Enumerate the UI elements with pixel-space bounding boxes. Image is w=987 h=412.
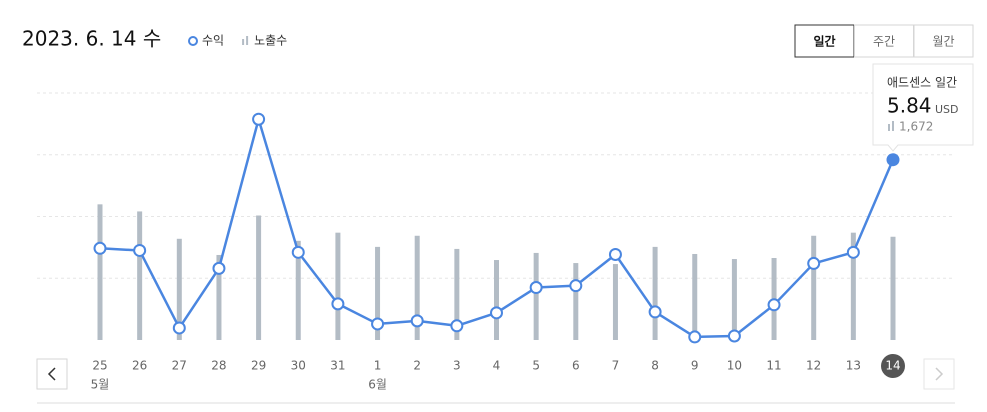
prev-button-box[interactable] — [36, 358, 68, 390]
prev-button[interactable] — [36, 358, 68, 390]
x-tick-label[interactable]: 31 — [330, 359, 345, 373]
x-tick-label[interactable]: 4 — [493, 359, 501, 373]
impressions-bar — [533, 252, 539, 340]
revenue-point — [212, 261, 226, 275]
x-tick-label[interactable]: 1 — [374, 359, 382, 373]
impressions-bar — [97, 204, 103, 340]
period-tabs: 일간 주간 월간 — [794, 24, 974, 58]
x-tick-label[interactable]: 11 — [766, 359, 781, 373]
tooltip-bar-icon — [892, 121, 894, 131]
prev-arrow[interactable] — [47, 367, 56, 381]
impressions-bar — [811, 235, 817, 340]
x-tick-label[interactable]: 7 — [612, 359, 620, 373]
legend: 수익 노출수 — [188, 34, 287, 48]
revenue-point — [886, 153, 900, 167]
next-button[interactable] — [923, 358, 955, 390]
x-tick-label[interactable]: 5 — [532, 359, 540, 373]
x-tick-label[interactable]: 12 — [806, 359, 821, 373]
x-tick-label[interactable]: 6 — [572, 359, 580, 373]
revenue-point — [846, 245, 860, 259]
impressions-bar — [295, 240, 301, 340]
x-tick-label[interactable]: 13 — [846, 359, 861, 373]
next-arrow[interactable] — [935, 367, 944, 381]
impressions-bar — [692, 253, 698, 340]
x-tick-label[interactable]: 28 — [211, 359, 226, 373]
impressions-bar — [573, 263, 579, 340]
tab-label[interactable]: 주간 — [873, 35, 895, 49]
impressions-bar — [176, 238, 182, 340]
tab-button[interactable] — [854, 24, 914, 58]
revenue-point — [648, 305, 662, 319]
month-label: 6월 — [368, 378, 387, 392]
revenue-point — [371, 317, 385, 331]
legend-label: 노출수 — [254, 34, 287, 48]
next-button-box[interactable] — [923, 358, 955, 390]
impressions-bar — [375, 246, 381, 340]
x-tick-label[interactable]: 30 — [291, 359, 306, 373]
impressions-bar — [494, 260, 499, 340]
tooltip-impressions: 1,672 — [899, 120, 933, 134]
x-tick-label[interactable]: 3 — [453, 359, 461, 373]
tab-button[interactable] — [913, 24, 974, 58]
revenue-point — [410, 314, 424, 328]
x-tick-label[interactable]: 2 — [413, 359, 421, 373]
revenue-point — [331, 297, 345, 311]
impressions-bar — [612, 264, 618, 340]
revenue-point — [767, 298, 781, 312]
legend-swatch — [188, 36, 198, 46]
x-tick-label[interactable]: 8 — [651, 359, 659, 373]
impressions-bar — [216, 254, 222, 340]
x-tick-label[interactable]: 9 — [691, 359, 699, 373]
revenue-point — [727, 329, 741, 343]
revenue-point — [529, 281, 543, 295]
month-label: 5월 — [91, 378, 110, 392]
revenue-point — [133, 243, 147, 257]
revenue-point — [93, 241, 107, 255]
x-tick-label[interactable]: 25 — [92, 359, 107, 373]
x-tick-label[interactable]: 27 — [172, 359, 187, 373]
impressions-bar — [454, 248, 460, 340]
impressions-bar — [850, 232, 856, 340]
legend-swatch — [246, 36, 249, 45]
legend-swatch — [242, 39, 245, 45]
revenue-point — [807, 256, 821, 270]
impressions-bar — [137, 211, 143, 340]
x-tick-label[interactable]: 14 — [885, 359, 900, 373]
tooltip-title: 애드센스 일간 — [887, 76, 957, 90]
tab-label[interactable]: 일간 — [813, 34, 835, 49]
revenue-point — [291, 245, 305, 259]
revenue-point — [172, 321, 186, 335]
revenue-point — [490, 306, 503, 320]
selected-day-marker — [881, 354, 905, 378]
impressions-bar — [731, 259, 737, 340]
impressions-bar — [256, 215, 262, 340]
revenue-point — [608, 247, 622, 261]
plot-area: 25 5월 26 27 28 29 30 31 1 6월 2 3 4 5 6 7 8 9 10 11 12 13 14 — [37, 92, 955, 392]
tooltip-unit: USD — [935, 103, 959, 116]
x-tick-label[interactable]: 10 — [727, 359, 742, 373]
tooltip-bar-icon — [888, 124, 890, 131]
revenue-point — [252, 112, 266, 126]
tooltip: 애드센스 일간 5.84 USD 1,672 — [872, 63, 974, 152]
tooltip-value: 5.84 — [887, 94, 932, 118]
impressions-bar — [414, 235, 420, 340]
revenue-point — [569, 279, 583, 293]
impressions-bar — [335, 232, 341, 340]
legend-label: 수익 — [202, 34, 224, 48]
x-tick-label[interactable]: 26 — [132, 359, 147, 373]
impressions-bar — [652, 246, 658, 340]
x-tick-label[interactable]: 29 — [251, 359, 266, 373]
date-title: 2023. 6. 14 수 — [22, 27, 161, 51]
revenue-point — [450, 319, 464, 333]
tab-label[interactable]: 월간 — [932, 35, 954, 49]
impressions-bar — [890, 236, 896, 340]
tab-button[interactable] — [794, 24, 855, 58]
revenue-point — [688, 330, 702, 344]
tooltip-box — [872, 63, 974, 152]
